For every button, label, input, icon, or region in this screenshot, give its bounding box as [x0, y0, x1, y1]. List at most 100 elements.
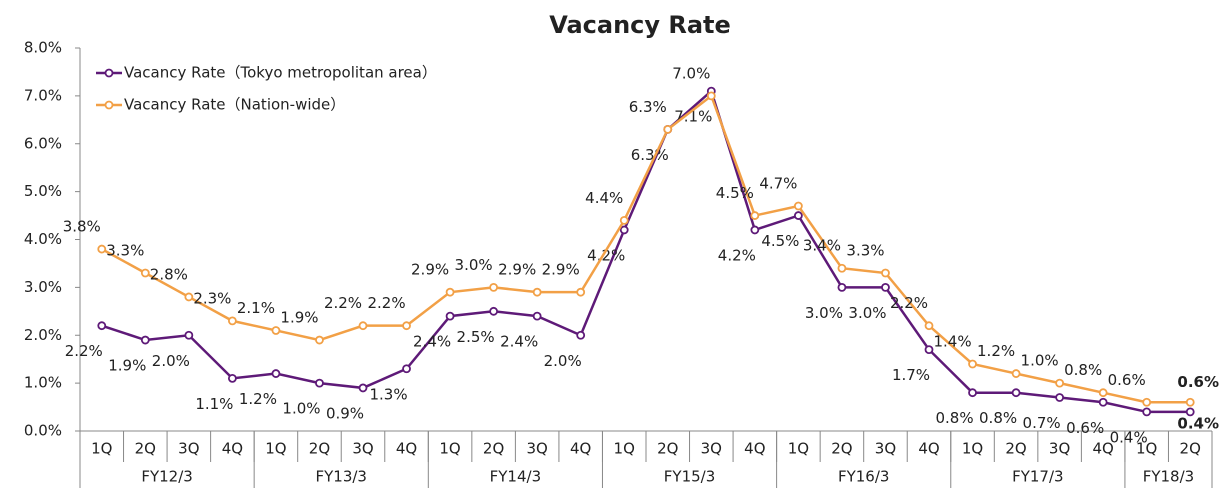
data-label: 0.8%	[979, 409, 1017, 427]
series-marker	[663, 124, 673, 134]
data-label: 3.0%	[805, 304, 843, 322]
x-group-label: FY15/3	[664, 468, 715, 486]
x-tick-label: 3Q	[875, 440, 896, 458]
series-marker	[1142, 397, 1152, 407]
x-tick-label: 4Q	[1092, 440, 1113, 458]
series-marker	[1185, 407, 1195, 417]
data-label: 6.3%	[629, 98, 667, 116]
series-marker	[1098, 397, 1108, 407]
series-marker	[402, 364, 411, 374]
series-marker	[315, 378, 324, 388]
series-marker	[576, 287, 586, 297]
x-tick-label: 4Q	[222, 440, 243, 458]
y-tick-label: 8.0%	[24, 39, 62, 57]
series-marker	[445, 287, 455, 297]
series-marker	[576, 330, 586, 340]
x-group-label: FY14/3	[490, 468, 541, 486]
x-group-label: FY13/3	[315, 468, 366, 486]
x-tick-label: 2Q	[135, 440, 156, 458]
series-marker	[97, 244, 107, 254]
data-label: 0.4%	[1110, 428, 1148, 446]
series-marker	[140, 268, 150, 278]
data-label: 3.3%	[846, 242, 884, 260]
data-label: 3.8%	[63, 218, 101, 236]
series-line	[101, 93, 1191, 404]
series-marker	[793, 201, 803, 211]
data-label: 3.0%	[848, 304, 886, 322]
data-label: 0.9%	[326, 404, 364, 422]
data-label: 4.2%	[718, 246, 756, 264]
series-marker	[358, 383, 368, 393]
series-marker	[1185, 397, 1195, 407]
series-marker	[968, 388, 977, 398]
data-label: 1.2%	[977, 342, 1015, 360]
series-marker	[184, 292, 194, 302]
series-marker	[750, 211, 760, 220]
data-label: 2.2%	[367, 294, 405, 312]
x-tick-label: 4Q	[570, 440, 591, 458]
data-label: 1.3%	[369, 385, 407, 403]
data-label: 1.1%	[195, 395, 233, 413]
x-tick-label: 2Q	[1005, 440, 1026, 458]
x-tick-label: 2Q	[309, 440, 330, 458]
series-marker	[1011, 369, 1021, 378]
data-label: 1.9%	[108, 357, 146, 375]
data-label: 6.3%	[631, 146, 669, 164]
series-marker	[532, 311, 542, 321]
data-label: 2.9%	[542, 261, 580, 279]
data-label: 2.4%	[413, 333, 451, 351]
data-label: 1.0%	[282, 400, 320, 418]
x-tick-label: 2Q	[657, 440, 678, 458]
data-label: 2.8%	[150, 265, 188, 283]
data-label: 3.0%	[455, 256, 493, 274]
series-line	[101, 88, 1191, 414]
data-label: 2.2%	[890, 294, 928, 312]
data-label: 4.7%	[759, 174, 797, 192]
series-marker	[358, 321, 368, 331]
series-marker	[619, 225, 629, 235]
data-label: 7.1%	[674, 108, 712, 126]
x-tick-label: 3Q	[1049, 440, 1070, 458]
series-marker	[968, 359, 977, 369]
series-marker	[881, 282, 890, 292]
y-tick-label: 5.0%	[24, 182, 62, 200]
series-marker	[402, 321, 411, 331]
x-tick-label: 1Q	[1136, 440, 1157, 458]
data-label: 1.7%	[892, 366, 930, 384]
legend-marker	[104, 68, 114, 78]
series-marker	[271, 369, 281, 378]
x-tick-label: 1Q	[962, 440, 983, 458]
data-label: 4.5%	[761, 232, 799, 250]
x-group-label: FY12/3	[141, 468, 192, 486]
data-label: 7.0%	[672, 64, 710, 82]
y-tick-label: 4.0%	[24, 230, 62, 248]
x-tick-label: 2Q	[831, 440, 852, 458]
data-label: 1.2%	[239, 390, 277, 408]
data-label: 0.8%	[935, 409, 973, 427]
x-group-label: FY17/3	[1012, 468, 1063, 486]
data-label: 2.1%	[237, 299, 275, 317]
x-tick-label: 3Q	[352, 440, 373, 458]
y-tick-label: 0.0%	[24, 422, 62, 440]
legend-label: Vacancy Rate（Nation-wide）	[124, 96, 345, 114]
data-label: 0.6%	[1108, 371, 1146, 389]
series-marker	[140, 335, 150, 345]
series-marker	[924, 345, 934, 355]
series-marker	[445, 311, 455, 321]
data-label: 2.2%	[65, 342, 103, 360]
data-label: 2.9%	[411, 261, 449, 279]
chart-title: Vacancy Rate	[549, 11, 731, 39]
series-marker	[1011, 388, 1021, 398]
data-label: 2.4%	[500, 333, 538, 351]
data-label: 0.6%	[1066, 419, 1104, 437]
series-marker	[619, 215, 629, 225]
x-tick-label: 3Q	[178, 440, 199, 458]
series-marker	[750, 225, 760, 235]
series-marker	[315, 335, 324, 345]
data-label: 4.2%	[587, 246, 625, 264]
data-label: 0.6%	[1177, 373, 1219, 391]
data-label: 2.0%	[152, 352, 190, 370]
x-tick-label: 2Q	[1180, 440, 1201, 458]
series-marker	[1055, 393, 1065, 402]
